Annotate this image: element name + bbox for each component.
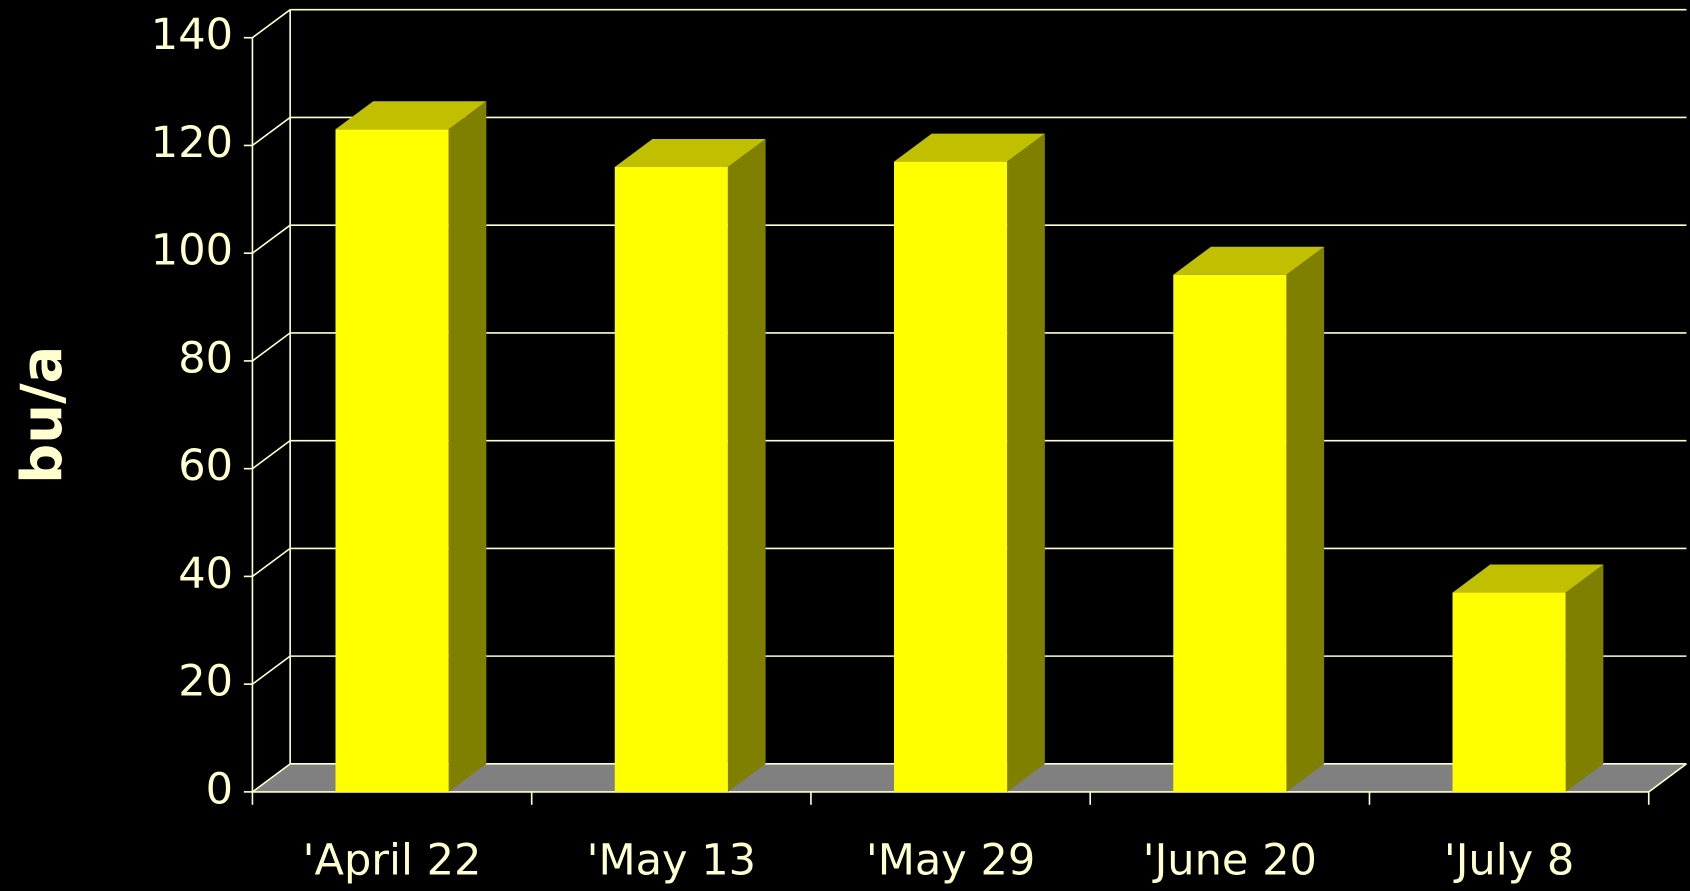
y-tick-label: 140: [151, 10, 233, 60]
y-tick-label: 100: [151, 226, 233, 276]
bar-top: [614, 138, 766, 167]
bar: [894, 161, 1008, 792]
bar: [1173, 274, 1287, 792]
x-tick-label: 'July 8: [1444, 835, 1574, 885]
bar-side: [1286, 246, 1325, 792]
x-tick-label: 'May 13: [587, 835, 756, 885]
grid-line: [251, 440, 291, 470]
y-tick-label: 120: [151, 118, 233, 168]
y-tick-label: 0: [206, 764, 233, 814]
bar-side: [448, 101, 487, 792]
bar-side: [1007, 133, 1045, 792]
bar: [335, 129, 449, 792]
floor-edge: [1648, 763, 1687, 793]
bar-top: [1173, 246, 1325, 275]
bar-side: [1565, 564, 1604, 792]
bar-top: [335, 101, 487, 130]
y-tick-label: 60: [178, 441, 233, 491]
bar-top: [1452, 564, 1604, 593]
grid-line: [251, 763, 291, 793]
y-tick-label: 20: [178, 657, 233, 707]
grid-line: [251, 547, 291, 578]
y-tick-label: 40: [178, 549, 233, 599]
grid-line: [251, 116, 291, 147]
bar: [614, 166, 728, 792]
y-tick-label: 80: [178, 333, 233, 383]
grid-line: [251, 332, 291, 362]
bar-top: [894, 133, 1045, 162]
x-tick-label: 'June 20: [1143, 835, 1317, 885]
bar: [1452, 592, 1566, 792]
grid-line: [251, 9, 291, 39]
grid-line: [251, 224, 291, 254]
x-tick-label: 'May 29: [866, 835, 1035, 885]
x-tick-label: 'April 22: [303, 835, 482, 885]
bar-side: [727, 138, 766, 792]
grid-line: [251, 655, 291, 685]
y-axis-label: bu/a: [10, 346, 75, 484]
